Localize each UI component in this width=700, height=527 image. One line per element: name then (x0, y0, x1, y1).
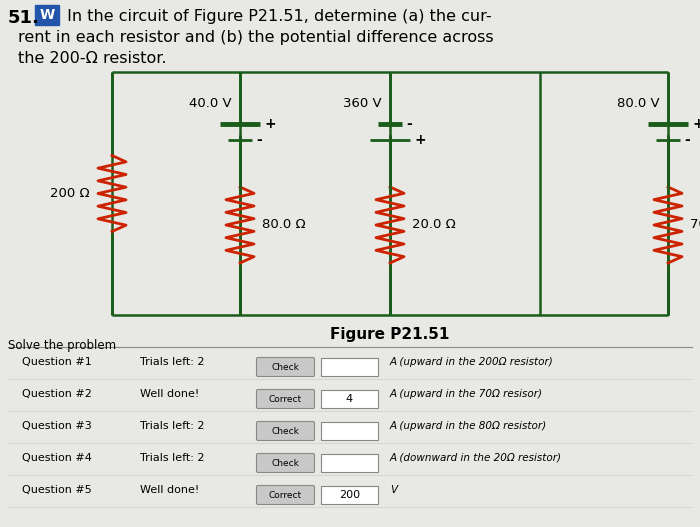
Text: Check: Check (272, 426, 300, 435)
FancyBboxPatch shape (321, 358, 378, 376)
Text: Question #4: Question #4 (22, 453, 92, 463)
Text: Question #3: Question #3 (22, 421, 92, 431)
FancyBboxPatch shape (256, 389, 314, 408)
FancyBboxPatch shape (256, 422, 314, 441)
Text: -: - (256, 133, 262, 147)
Text: Trials left: 2: Trials left: 2 (140, 357, 204, 367)
Text: +: + (414, 133, 426, 147)
FancyBboxPatch shape (321, 486, 378, 504)
Text: Correct: Correct (269, 395, 302, 404)
Text: rent in each resistor and (b) the potential difference across: rent in each resistor and (b) the potent… (18, 30, 493, 45)
Text: Well done!: Well done! (140, 389, 199, 399)
Text: W: W (39, 8, 55, 22)
Text: V: V (390, 485, 397, 495)
Text: Trials left: 2: Trials left: 2 (140, 453, 204, 463)
FancyBboxPatch shape (256, 454, 314, 473)
FancyBboxPatch shape (321, 390, 378, 408)
Text: Trials left: 2: Trials left: 2 (140, 421, 204, 431)
Text: Question #1: Question #1 (22, 357, 92, 367)
Text: 4: 4 (346, 394, 353, 404)
Text: Check: Check (272, 363, 300, 372)
Text: 70.0 Ω: 70.0 Ω (690, 219, 700, 231)
Text: the 200-Ω resistor.: the 200-Ω resistor. (18, 51, 167, 66)
Text: 80.0 V: 80.0 V (617, 97, 660, 110)
Text: 200 Ω: 200 Ω (50, 187, 90, 200)
FancyBboxPatch shape (35, 5, 59, 25)
Text: 51.: 51. (8, 9, 40, 27)
Text: Correct: Correct (269, 491, 302, 500)
Text: Check: Check (272, 458, 300, 467)
Text: In the circuit of Figure P21.51, determine (a) the cur-: In the circuit of Figure P21.51, determi… (62, 9, 491, 24)
FancyBboxPatch shape (256, 485, 314, 504)
Text: 80.0 Ω: 80.0 Ω (262, 219, 306, 231)
Text: 360 V: 360 V (344, 97, 382, 110)
Text: A (downward in the 20Ω resistor): A (downward in the 20Ω resistor) (390, 453, 562, 463)
FancyBboxPatch shape (321, 422, 378, 440)
Text: A (upward in the 200Ω resistor): A (upward in the 200Ω resistor) (390, 357, 554, 367)
Text: 40.0 V: 40.0 V (190, 97, 232, 110)
Text: Figure P21.51: Figure P21.51 (330, 327, 449, 342)
Text: -: - (406, 117, 412, 131)
Text: A (upward in the 70Ω resisor): A (upward in the 70Ω resisor) (390, 389, 543, 399)
Text: Solve the problem: Solve the problem (8, 339, 116, 352)
FancyBboxPatch shape (321, 454, 378, 472)
Text: Question #2: Question #2 (22, 389, 92, 399)
Text: -: - (684, 133, 690, 147)
Text: +: + (264, 117, 276, 131)
Text: Well done!: Well done! (140, 485, 199, 495)
Text: +: + (692, 117, 700, 131)
FancyBboxPatch shape (256, 357, 314, 376)
Text: A (upward in the 80Ω resistor): A (upward in the 80Ω resistor) (390, 421, 547, 431)
Text: 200: 200 (339, 490, 360, 500)
Text: Question #5: Question #5 (22, 485, 92, 495)
Text: 20.0 Ω: 20.0 Ω (412, 219, 456, 231)
